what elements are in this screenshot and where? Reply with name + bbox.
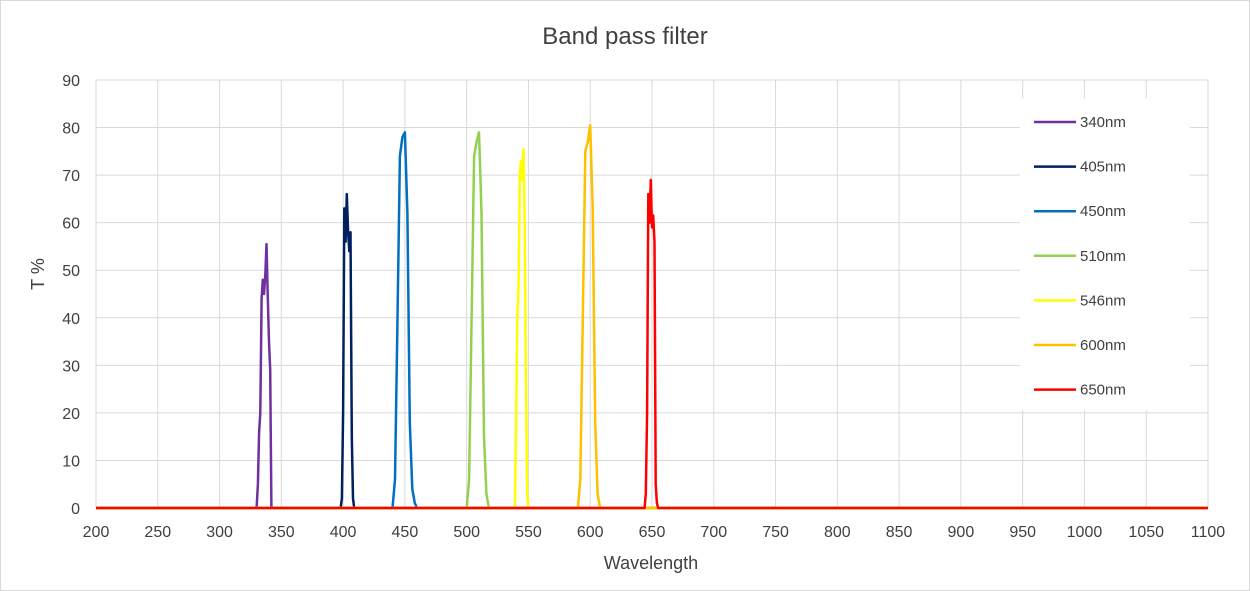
legend-entry: 450nm bbox=[1080, 203, 1126, 220]
series-line-450nm bbox=[96, 131, 1208, 510]
legend-entry: 340nm bbox=[1080, 114, 1126, 131]
x-tick-label: 550 bbox=[515, 524, 542, 541]
legend: 340nm 405nm 450nm 510nm 546nm 600nm 650nm bbox=[1020, 98, 1190, 410]
chart-title: Band pass filter bbox=[542, 23, 707, 50]
legend-entry: 600nm bbox=[1080, 337, 1126, 354]
y-axis-label: T % bbox=[28, 258, 48, 290]
y-tick-label: 50 bbox=[62, 263, 80, 280]
x-tick-label: 300 bbox=[206, 524, 233, 541]
series-line-405nm bbox=[96, 192, 1208, 510]
x-tick-label: 700 bbox=[700, 524, 727, 541]
legend-entry: 650nm bbox=[1080, 382, 1126, 399]
series-line-650nm bbox=[96, 178, 1208, 510]
legend-entry: 405nm bbox=[1080, 159, 1126, 176]
y-tick-label: 40 bbox=[62, 311, 80, 328]
x-tick-label: 450 bbox=[392, 524, 419, 541]
y-tick-label: 30 bbox=[62, 358, 80, 375]
y-tick-labels: 0 10 20 30 40 50 60 70 80 90 bbox=[62, 73, 80, 518]
legend-background bbox=[1020, 98, 1190, 410]
y-tick-label: 10 bbox=[62, 453, 80, 470]
x-tick-label: 950 bbox=[1009, 524, 1036, 541]
x-tick-label: 400 bbox=[330, 524, 357, 541]
x-tick-label: 650 bbox=[639, 524, 666, 541]
legend-entry: 510nm bbox=[1080, 248, 1126, 265]
x-tick-label: 600 bbox=[577, 524, 604, 541]
series-line-546nm bbox=[96, 147, 1208, 510]
series-line-510nm bbox=[96, 131, 1208, 510]
y-tick-label: 0 bbox=[71, 501, 80, 518]
series-line-600nm bbox=[96, 123, 1208, 510]
x-tick-label: 800 bbox=[824, 524, 851, 541]
y-tick-label: 90 bbox=[62, 73, 80, 90]
x-tick-label: 500 bbox=[453, 524, 480, 541]
y-tick-label: 20 bbox=[62, 406, 80, 423]
y-tick-label: 70 bbox=[62, 168, 80, 185]
plot-area bbox=[96, 123, 1208, 510]
x-tick-label: 1050 bbox=[1128, 524, 1164, 541]
x-tick-label: 750 bbox=[762, 524, 789, 541]
x-tick-label: 850 bbox=[886, 524, 913, 541]
x-tick-label: 250 bbox=[144, 524, 171, 541]
x-tick-label: 200 bbox=[83, 524, 110, 541]
x-tick-labels: 200 250 300 350 400 450 500 550 600 650 700 750 800 8… bbox=[83, 524, 1226, 541]
x-tick-label: 350 bbox=[268, 524, 295, 541]
x-axis-label: Wavelength bbox=[604, 553, 698, 573]
y-tick-label: 60 bbox=[62, 216, 80, 233]
y-tick-label: 80 bbox=[62, 121, 80, 138]
x-tick-label: 1100 bbox=[1191, 524, 1226, 541]
x-tick-label: 900 bbox=[948, 524, 975, 541]
x-tick-label: 1000 bbox=[1067, 524, 1103, 541]
legend-entry: 546nm bbox=[1080, 292, 1126, 309]
